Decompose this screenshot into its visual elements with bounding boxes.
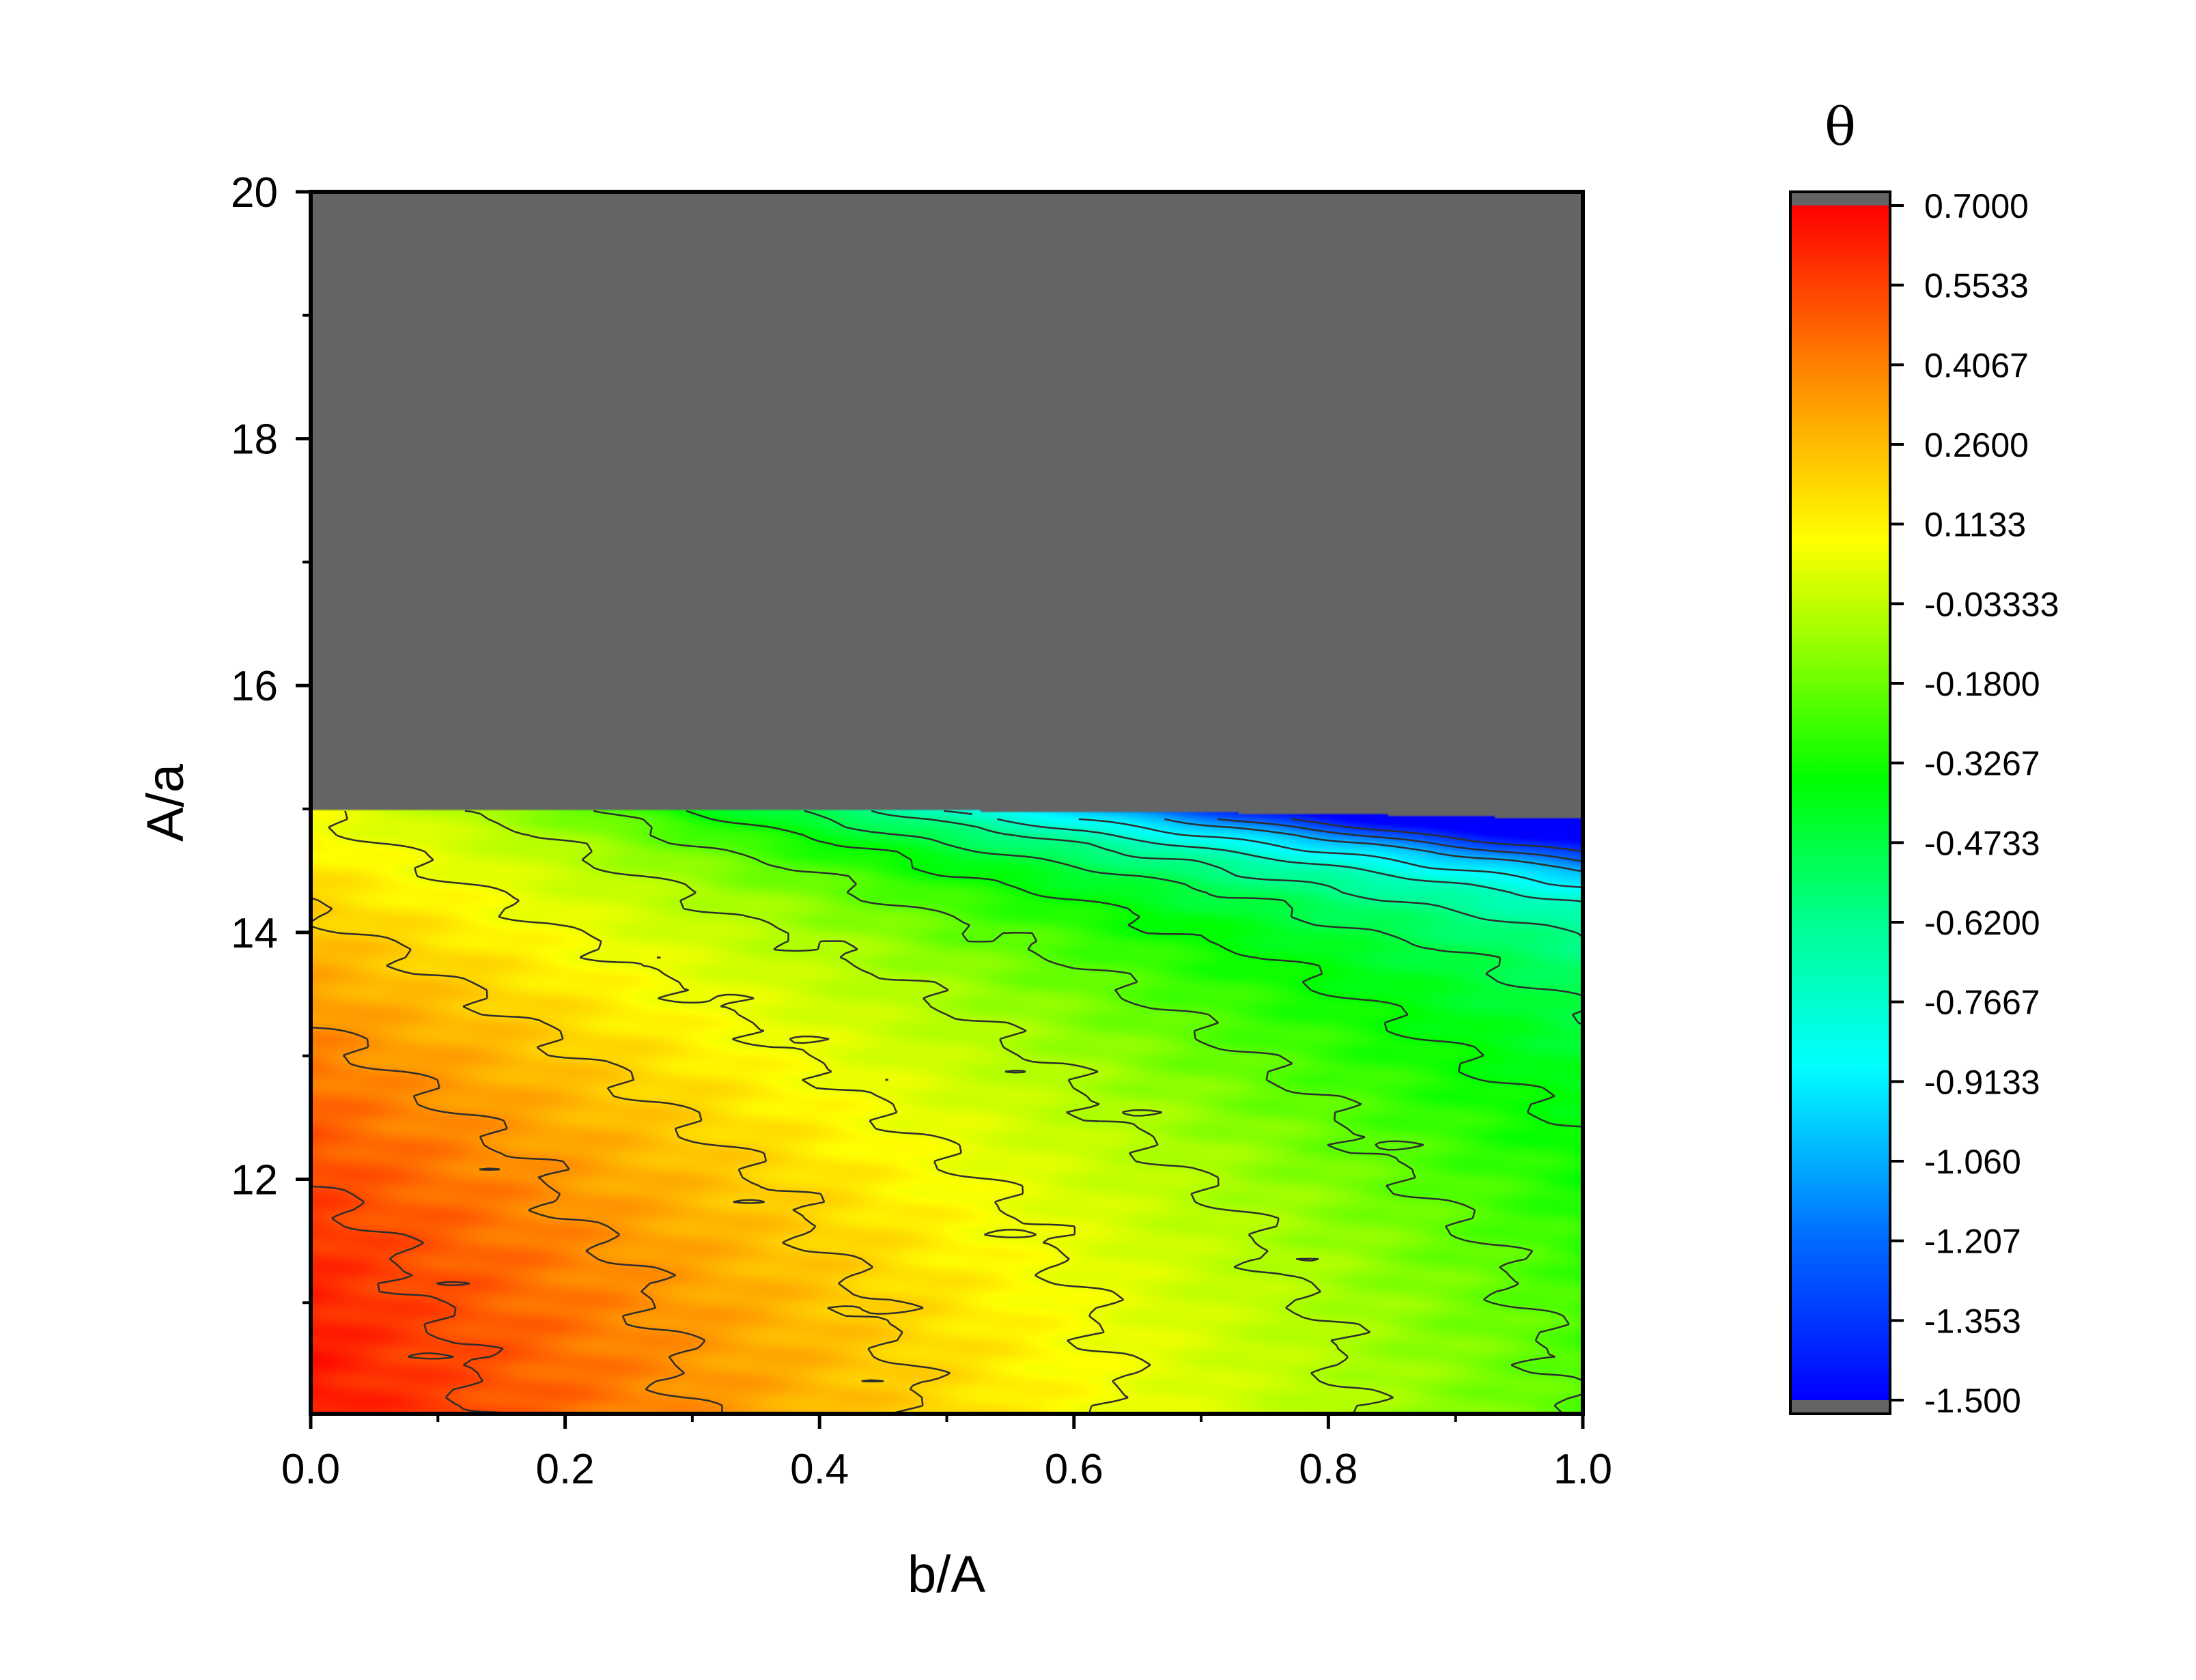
colorbar-frame [1789,190,1891,1415]
colorbar-tick-label: 0.1133 [1924,506,2026,544]
contour-line [1078,818,1583,888]
colorbar-tick-label: -0.3267 [1924,745,2040,783]
x-tick-label: 0.2 [535,1446,594,1493]
contour-lines [311,810,1583,1414]
colorbar-gradient [1790,205,1890,1400]
colorbar-tick-label: -1.353 [1924,1302,2021,1340]
colorbar-tick-label: 0.5533 [1924,267,2029,305]
contour-line [686,810,1583,1128]
y-axis-title: A/a [137,763,195,842]
x-tick-label: 1.0 [1553,1446,1612,1493]
colorbar-tick-label: -0.7667 [1924,984,2040,1022]
y-tick-label: 18 [231,416,278,464]
contour-line [804,810,1583,1025]
heatmap-field [311,192,1583,1414]
axes: 0.0 0.2 0.4 0.6 0.8 1.0 12 14 16 18 20 [231,169,1612,1493]
x-tick-label: 0.8 [1299,1446,1357,1493]
contour-line [1217,818,1583,862]
contour-line [1291,818,1583,853]
x-tick-label: 0.0 [281,1446,340,1493]
colorbar-tick-label: -0.9133 [1924,1063,2040,1101]
contour-line [328,810,1151,1414]
x-tick-label: 0.4 [790,1446,849,1493]
colorbar-tick-label: 0.2600 [1924,426,2029,464]
colorbar-tick-label: -1.207 [1924,1223,2021,1261]
plot-area [311,192,1583,1414]
y-tick-label: 12 [231,1156,278,1204]
contour-line [1164,818,1583,872]
colorbar-tick-label: 0.4067 [1924,346,2029,384]
y-tick-label: 16 [231,663,278,710]
contour-line [311,1026,724,1414]
colorbar-tick-label: -0.4733 [1924,824,2040,862]
contour-line [871,810,1583,938]
y-tick-label: 14 [231,910,278,957]
y-tick-label: 20 [231,169,278,216]
x-axis-title: b/A [907,1546,985,1604]
colorbar-tick-label: -1.060 [1924,1143,2021,1181]
contour-line [311,1185,513,1414]
colorbar-under-cap [1790,1400,1890,1414]
x-tick-label: 0.6 [1045,1446,1103,1493]
colorbar-tick-label: 0.7000 [1924,187,2029,225]
colorbar-tick-label: -0.03333 [1924,585,2059,623]
colorbar-title: θ [1825,96,1856,157]
colorbar-tick-label: -0.1800 [1924,665,2040,703]
colorbar-tick-label: -1.500 [1924,1382,2021,1420]
colorbar-over-cap [1790,192,1890,205]
contour-line [943,810,1583,902]
contour-line [593,810,1583,1414]
colorbar-tick-label: -0.6200 [1924,904,2040,942]
colorbar: θ 0.7000 0.5533 0.4067 0.2600 0.1133 -0.03333… [1789,96,2059,1420]
